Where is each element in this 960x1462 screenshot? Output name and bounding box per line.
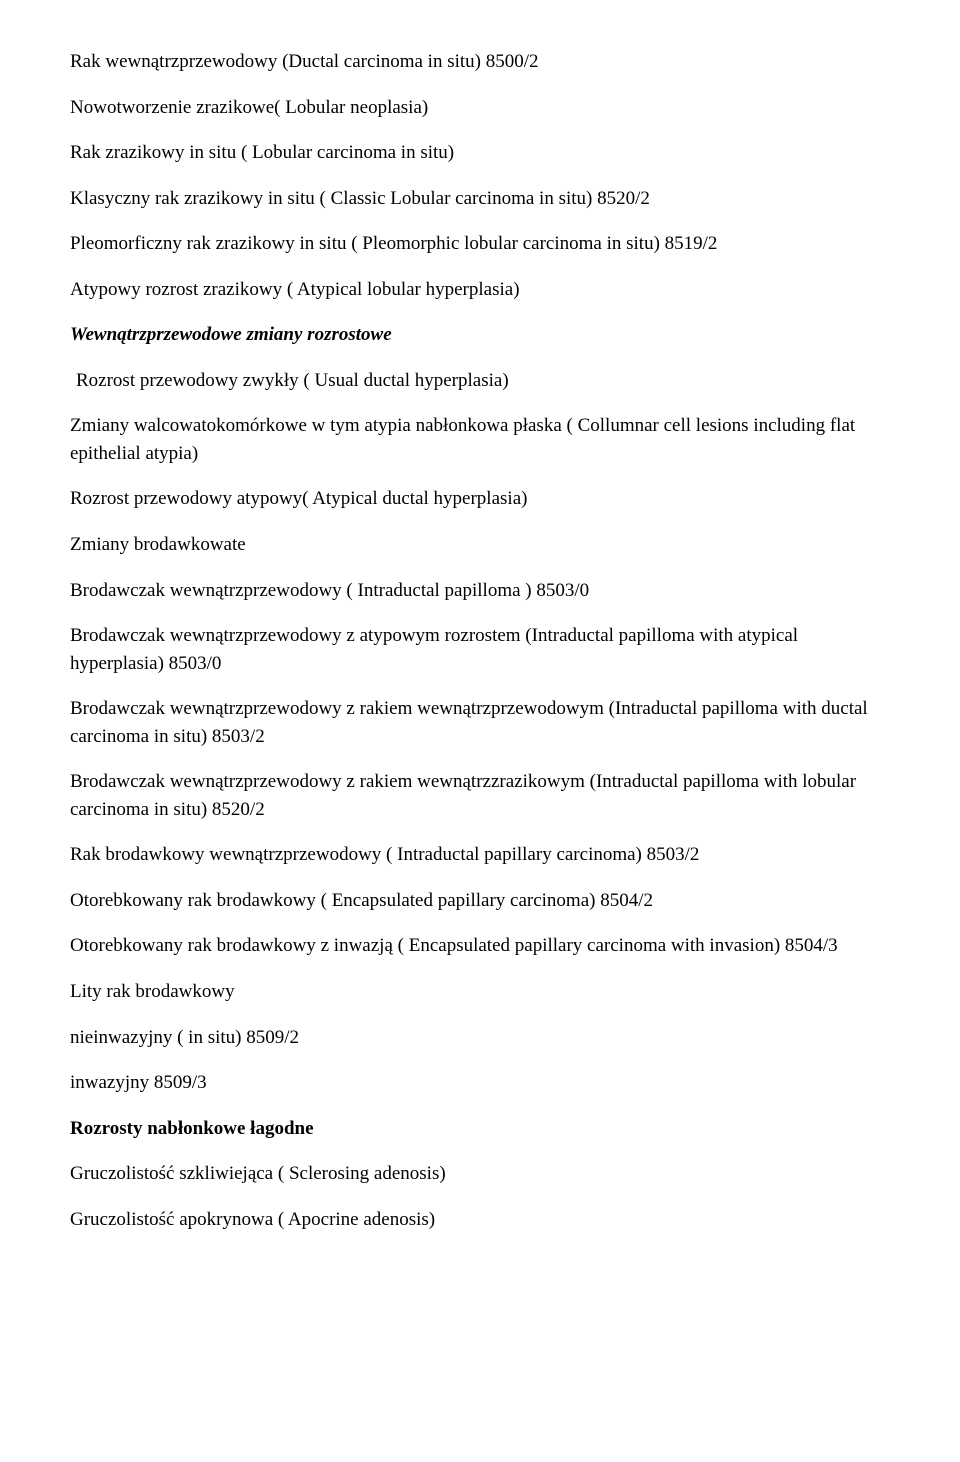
entry-line: Rak brodawkowy wewnątrzprzewodowy ( Intr… [70, 841, 890, 869]
entry-line: Rak zrazikowy in situ ( Lobular carcinom… [70, 139, 890, 167]
entry-line: Otorebkowany rak brodawkowy z inwazją ( … [70, 932, 890, 960]
entry-line: Atypowy rozrost zrazikowy ( Atypical lob… [70, 276, 890, 304]
document-page: Rak wewnątrzprzewodowy (Ductal carcinoma… [0, 0, 960, 1462]
entry-line: Nowotworzenie zrazikowe( Lobular neoplas… [70, 94, 890, 122]
section-heading-intraductal-proliferative: Wewnątrzprzewodowe zmiany rozrostowe [70, 321, 890, 349]
entry-line: Lity rak brodawkowy [70, 978, 890, 1006]
entry-line: Otorebkowany rak brodawkowy ( Encapsulat… [70, 887, 890, 915]
entry-line: Brodawczak wewnątrzprzewodowy z rakiem w… [70, 768, 890, 823]
entry-line: Zmiany brodawkowate [70, 531, 890, 559]
entry-line: Brodawczak wewnątrzprzewodowy z atypowym… [70, 622, 890, 677]
section-heading-benign-epithelial: Rozrosty nabłonkowe łagodne [70, 1115, 890, 1143]
entry-line: Pleomorficzny rak zrazikowy in situ ( Pl… [70, 230, 890, 258]
entry-line: nieinwazyjny ( in situ) 8509/2 [70, 1024, 890, 1052]
entry-line: Gruczolistość szkliwiejąca ( Sclerosing … [70, 1160, 890, 1188]
entry-line: Brodawczak wewnątrzprzewodowy ( Intraduc… [70, 577, 890, 605]
entry-line: Zmiany walcowatokomórkowe w tym atypia n… [70, 412, 890, 467]
entry-line: Klasyczny rak zrazikowy in situ ( Classi… [70, 185, 890, 213]
entry-line: Brodawczak wewnątrzprzewodowy z rakiem w… [70, 695, 890, 750]
entry-line: inwazyjny 8509/3 [70, 1069, 890, 1097]
entry-line: Rak wewnątrzprzewodowy (Ductal carcinoma… [70, 48, 890, 76]
entry-line: Gruczolistość apokrynowa ( Apocrine aden… [70, 1206, 890, 1234]
entry-line: Rozrost przewodowy zwykły ( Usual ductal… [76, 367, 890, 395]
entry-line: Rozrost przewodowy atypowy( Atypical duc… [70, 485, 890, 513]
